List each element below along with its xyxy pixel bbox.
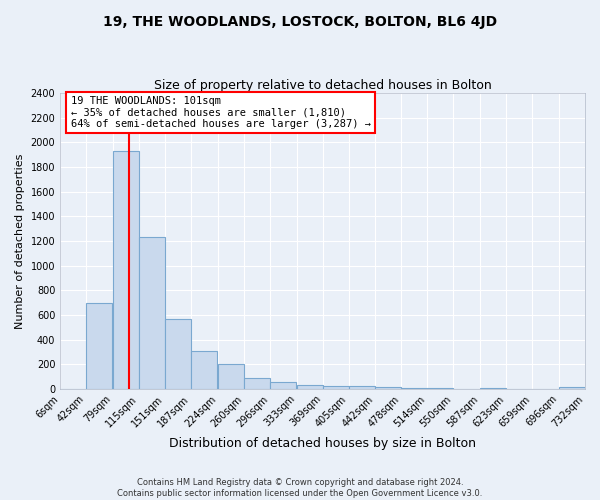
Bar xyxy=(376,387,401,389)
Title: Size of property relative to detached houses in Bolton: Size of property relative to detached ho… xyxy=(154,79,491,92)
Bar xyxy=(165,318,191,389)
Bar xyxy=(323,386,349,389)
Bar xyxy=(218,364,244,389)
X-axis label: Distribution of detached houses by size in Bolton: Distribution of detached houses by size … xyxy=(169,437,476,450)
Bar xyxy=(244,378,270,389)
Bar xyxy=(559,387,585,389)
Bar xyxy=(401,388,427,389)
Text: Contains HM Land Registry data © Crown copyright and database right 2024.
Contai: Contains HM Land Registry data © Crown c… xyxy=(118,478,482,498)
Bar xyxy=(270,382,296,389)
Bar xyxy=(139,238,165,389)
Bar xyxy=(480,388,506,389)
Bar xyxy=(86,302,112,389)
Text: 19 THE WOODLANDS: 101sqm
← 35% of detached houses are smaller (1,810)
64% of sem: 19 THE WOODLANDS: 101sqm ← 35% of detach… xyxy=(71,96,371,130)
Bar xyxy=(427,388,454,389)
Bar xyxy=(296,385,323,389)
Bar xyxy=(113,151,139,389)
Text: 19, THE WOODLANDS, LOSTOCK, BOLTON, BL6 4JD: 19, THE WOODLANDS, LOSTOCK, BOLTON, BL6 … xyxy=(103,15,497,29)
Bar xyxy=(349,386,374,389)
Bar xyxy=(191,352,217,389)
Y-axis label: Number of detached properties: Number of detached properties xyxy=(15,154,25,328)
